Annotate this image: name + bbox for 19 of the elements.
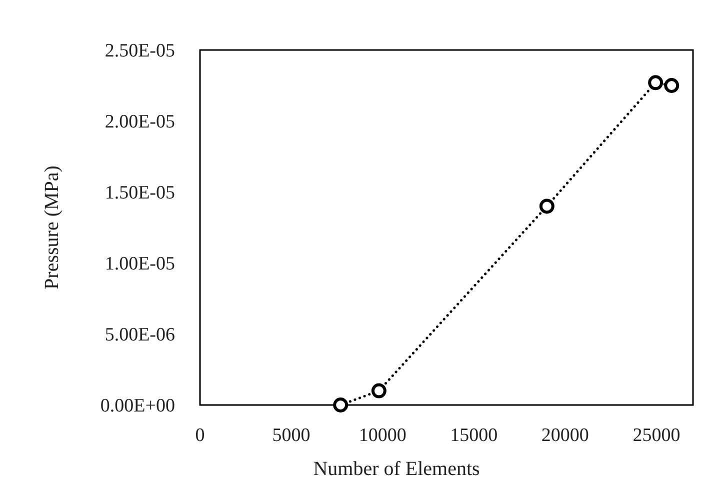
point bbox=[664, 78, 680, 93]
y-tick-label: 5.00E-06 bbox=[104, 324, 175, 346]
x-axis-title: Number of Elements bbox=[313, 458, 480, 480]
x-tick-label: 5000 bbox=[272, 425, 310, 446]
point bbox=[539, 198, 554, 214]
point bbox=[333, 398, 348, 412]
y-tick-label: 2.00E-05 bbox=[104, 112, 175, 133]
point bbox=[648, 75, 664, 90]
y-tick-label: 0.00E+00 bbox=[100, 396, 175, 417]
y-tick-label: 1.00E-05 bbox=[104, 254, 175, 275]
x-tick-label: 25000 bbox=[632, 425, 680, 446]
y-tick-label: 2.50E-05 bbox=[104, 40, 175, 62]
x-tick-label: 15000 bbox=[450, 425, 498, 446]
y-axis-title: Pressure (MPa) bbox=[41, 166, 63, 290]
x-tick-label: 20000 bbox=[541, 425, 589, 446]
x-tick-label: 0 bbox=[195, 425, 205, 446]
y-tick-label: 1.50E-05 bbox=[104, 182, 175, 204]
point bbox=[371, 383, 386, 398]
x-tick-label: 10000 bbox=[358, 425, 406, 446]
